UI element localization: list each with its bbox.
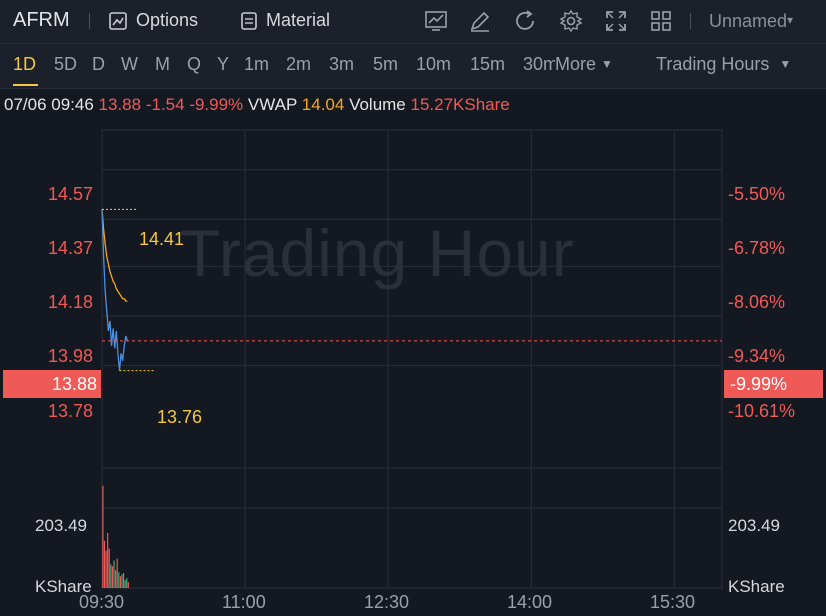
chevron-down-icon: ▼	[779, 57, 792, 71]
quote-change: -1.54	[145, 95, 185, 114]
options-icon	[109, 11, 127, 30]
volume-bar	[105, 550, 107, 588]
ticker-symbol[interactable]: AFRM	[13, 9, 70, 31]
volume-bar	[118, 572, 120, 588]
volume-bar	[126, 578, 128, 588]
volume-label: Volume	[349, 95, 406, 114]
price-tick: 14.18	[48, 292, 94, 312]
current-pct-badge: -9.99%	[724, 370, 823, 398]
quote-datetime: 07/06 09:46	[4, 95, 94, 114]
volume-max-label: 203.49	[35, 516, 87, 535]
tab-5d[interactable]: 5D	[54, 54, 78, 74]
options-button[interactable]: Options	[108, 10, 198, 31]
volume-bar	[107, 532, 109, 588]
volume-bar	[119, 576, 121, 588]
top-toolbar: AFRM Options Material Unnamed▾	[0, 0, 826, 44]
volume-bar	[127, 582, 129, 588]
volume-bar	[113, 560, 115, 588]
quote-price: 13.88	[98, 95, 142, 114]
tab-w[interactable]: W	[121, 54, 138, 74]
quote-info-bar: 07/06 09:46 13.88 -1.54 -9.99% VWAP 14.0…	[4, 95, 510, 115]
tab-d[interactable]: D	[92, 54, 105, 74]
volume-bar	[111, 566, 114, 588]
pct-tick: -5.50%	[728, 184, 786, 204]
volume-bar	[108, 548, 110, 588]
low-price-label: 13.76	[157, 407, 203, 427]
dropdown-icon: ▾	[787, 13, 794, 27]
session-selector[interactable]: Trading Hours ▼	[656, 54, 791, 75]
material-button[interactable]: Material	[240, 10, 330, 31]
chevron-down-icon: ▼	[601, 57, 613, 71]
volume-bar	[115, 570, 117, 588]
options-label: Options	[136, 10, 199, 30]
pct-tick: -8.06%	[728, 292, 786, 312]
layout-grid-icon[interactable]	[649, 9, 673, 33]
price-tick: 14.57	[48, 184, 94, 204]
volume-bar	[102, 485, 104, 588]
volume-bar	[103, 540, 106, 588]
timeframe-bar: 1D 5D D W M Q Y 1m 2m 3m 5m 10m 15m 30m …	[0, 44, 826, 89]
volume-bar	[122, 573, 125, 588]
tab-2m[interactable]: 2m	[286, 54, 312, 74]
settings-icon[interactable]	[559, 9, 583, 33]
active-tab-indicator	[13, 84, 38, 86]
volume-unit-label: KShare	[35, 577, 92, 596]
draw-icon[interactable]	[468, 9, 492, 33]
current-price-badge: 13.88	[3, 370, 101, 398]
volume-unit-label-right: KShare	[728, 577, 785, 596]
session-label: Trading Hours	[656, 54, 770, 74]
refresh-icon[interactable]	[513, 9, 537, 33]
pct-tick: -9.34%	[728, 346, 786, 366]
time-tick: 12:30	[364, 592, 410, 612]
volume-bar	[124, 580, 126, 588]
price-line	[101, 209, 129, 371]
tab-m[interactable]: M	[155, 54, 170, 74]
tab-30m[interactable]: 30m	[523, 54, 555, 74]
time-tick: 15:30	[650, 592, 696, 612]
volume-bar	[110, 564, 112, 588]
quote-change-pct: -9.99%	[189, 95, 244, 114]
layout-name: Unnamed	[709, 11, 788, 31]
toolbar-divider	[690, 13, 691, 29]
volume-bars	[102, 485, 129, 588]
more-label: More	[555, 54, 597, 74]
toolbar-divider	[89, 13, 90, 29]
tab-1m[interactable]: 1m	[244, 54, 270, 74]
volume-bar	[121, 574, 123, 588]
tab-y[interactable]: Y	[217, 54, 230, 74]
pct-tick: -6.78%	[728, 238, 786, 258]
volume-value: 15.27KShare	[410, 95, 510, 114]
time-tick: 09:30	[79, 592, 125, 612]
more-timeframes-button[interactable]: More ▼	[555, 54, 613, 75]
price-tick: 13.78	[48, 401, 94, 421]
tab-3m[interactable]: 3m	[329, 54, 355, 74]
layout-selector[interactable]: Unnamed▾	[709, 11, 793, 32]
vwap-value: 14.04	[301, 95, 345, 114]
chart-grid	[101, 129, 723, 589]
volume-bar	[116, 558, 118, 588]
chart-icon[interactable]	[424, 9, 448, 33]
material-icon	[241, 11, 257, 30]
tab-15m[interactable]: 15m	[470, 54, 506, 74]
tab-q[interactable]: Q	[187, 54, 202, 74]
vwap-line	[101, 209, 128, 302]
vwap-label: VWAP	[247, 95, 298, 114]
tab-10m[interactable]: 10m	[416, 54, 452, 74]
chart-watermark: Trading Hour	[180, 216, 575, 290]
price-tick: 13.98	[48, 346, 94, 366]
pct-tick: -10.61%	[728, 401, 796, 421]
high-price-label: 14.41	[139, 229, 185, 249]
price-tick: 14.37	[48, 238, 94, 258]
time-tick: 11:00	[222, 592, 266, 612]
fullscreen-icon[interactable]	[604, 9, 628, 33]
chart-frame	[101, 129, 723, 589]
tab-1d[interactable]: 1D	[13, 54, 37, 74]
material-label: Material	[266, 10, 331, 30]
tab-5m[interactable]: 5m	[373, 54, 399, 74]
time-tick: 14:00	[507, 592, 553, 612]
volume-max-label-right: 203.49	[728, 516, 780, 535]
